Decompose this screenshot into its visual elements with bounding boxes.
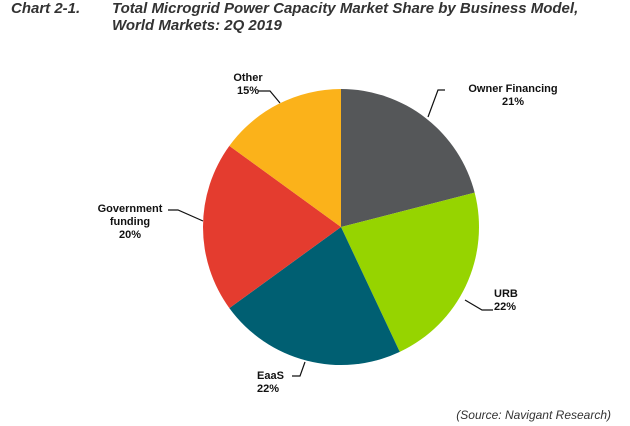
leader-line-government xyxy=(168,209,204,222)
label-owner-financing: Owner Financing 21% xyxy=(448,83,578,109)
label-government-name2: funding xyxy=(109,216,151,228)
label-government-pct: 20% xyxy=(118,229,142,241)
pie-slice-owner-financing xyxy=(341,89,475,227)
label-government-name1: Government xyxy=(97,203,163,215)
pie-slices xyxy=(203,89,479,366)
leader-line-eaas xyxy=(292,361,306,377)
chart-title: Total Microgrid Power Capacity Market Sh… xyxy=(112,0,612,34)
chart-title-line1: Total Microgrid Power Capacity Market Sh… xyxy=(112,0,579,17)
pie-slice-eaas xyxy=(229,227,400,366)
leader-line-owner-financing xyxy=(427,89,445,118)
label-owner-financing-pct: 21% xyxy=(501,96,525,108)
pie-slice-government-funding xyxy=(203,145,341,309)
chart-title-line2: World Markets: 2Q 2019 xyxy=(112,17,282,34)
leader-line-other xyxy=(258,90,281,104)
label-eaas-name: EaaS xyxy=(257,370,284,382)
label-other-pct: 15% xyxy=(236,85,260,97)
label-eaas-pct: 22% xyxy=(257,383,280,395)
leader-line-urb xyxy=(464,299,493,311)
label-urb-name: URB xyxy=(494,288,518,300)
label-owner-financing-name: Owner Financing xyxy=(468,83,558,95)
pie-slice-other xyxy=(229,89,341,227)
label-eaas: EaaS 22% xyxy=(257,370,297,396)
label-urb-pct: 22% xyxy=(494,301,517,313)
label-other-name: Other xyxy=(233,72,263,84)
label-other: Other 15% xyxy=(228,72,268,98)
leader-lines xyxy=(168,89,493,377)
source-note: (Source: Navigant Research) xyxy=(456,408,611,422)
label-government-funding: Government funding 20% xyxy=(90,203,170,242)
label-urb: URB 22% xyxy=(494,288,534,314)
chart-number: Chart 2-1. xyxy=(11,0,81,17)
pie-slice-urb xyxy=(341,192,479,352)
